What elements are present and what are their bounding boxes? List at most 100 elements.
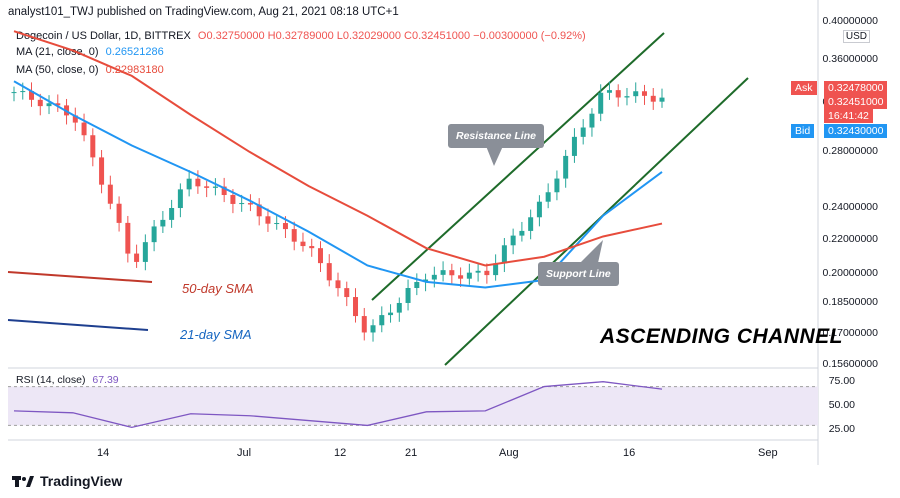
candle-body bbox=[247, 203, 253, 205]
candle-body bbox=[650, 95, 656, 102]
candle-body bbox=[405, 288, 411, 303]
candle-body bbox=[274, 223, 280, 225]
ma50-value: 0.22983180 bbox=[105, 64, 164, 76]
candle-body bbox=[151, 226, 157, 243]
candle-body bbox=[99, 157, 105, 185]
rsi-tick: 75.00 bbox=[828, 374, 855, 387]
candle-body bbox=[204, 186, 210, 188]
ma21-value: 0.26521286 bbox=[105, 46, 164, 58]
candle-body bbox=[449, 270, 455, 276]
ma50-legend[interactable]: MA (50, close, 0) 0.22983180 bbox=[16, 64, 164, 76]
candle-body bbox=[563, 155, 569, 179]
publish-header: analyst101_TWJ published on TradingView.… bbox=[8, 6, 399, 18]
candle-body bbox=[458, 275, 464, 279]
candle-body bbox=[536, 201, 542, 218]
candle-body bbox=[81, 122, 87, 136]
candle-body bbox=[353, 297, 359, 317]
candle-body bbox=[160, 219, 166, 227]
candle-body bbox=[379, 315, 385, 326]
rsi-legend[interactable]: RSI (14, close) 67.39 bbox=[16, 374, 119, 386]
candle-body bbox=[326, 263, 332, 281]
candle-body bbox=[598, 92, 604, 114]
candlesticks bbox=[11, 81, 665, 342]
x-tick: 16 bbox=[623, 447, 636, 459]
candle-body bbox=[125, 222, 131, 254]
candle-body bbox=[528, 217, 534, 231]
price-tick: 0.17000000 bbox=[822, 326, 878, 339]
price-tick: 0.20000000 bbox=[822, 267, 878, 280]
candle-body bbox=[615, 90, 621, 98]
candle-body bbox=[29, 91, 35, 100]
candle-body bbox=[46, 103, 52, 107]
sma50-annotation: 50-day SMA bbox=[182, 281, 254, 296]
candle-body bbox=[317, 248, 323, 264]
candle-body bbox=[361, 316, 367, 333]
candle-body bbox=[107, 184, 113, 204]
candle-body bbox=[554, 178, 560, 193]
candle-body bbox=[55, 103, 61, 106]
candle-body bbox=[501, 245, 507, 264]
price-tick: 0.28000000 bbox=[822, 144, 878, 157]
ohlc-values: O0.32750000 H0.32789000 L0.32029000 C0.3… bbox=[197, 30, 586, 42]
candle-body bbox=[195, 178, 201, 187]
candle-body bbox=[256, 204, 262, 217]
candle-body bbox=[230, 195, 236, 204]
currency-unit[interactable]: USD bbox=[842, 30, 870, 43]
candle-body bbox=[624, 96, 630, 98]
x-tick: 14 bbox=[97, 447, 110, 459]
ma21-legend[interactable]: MA (21, close, 0) 0.26521286 bbox=[16, 46, 164, 58]
price-tick: 0.40000000 bbox=[822, 15, 878, 27]
symbol-legend: Dogecoin / US Dollar, 1D, BITTREX O0.327… bbox=[16, 30, 586, 42]
candle-body bbox=[335, 280, 341, 289]
rsi-line bbox=[13, 381, 663, 429]
price-tick: 0.22000000 bbox=[822, 232, 878, 245]
resistance-callout: Resistance Line bbox=[448, 124, 544, 148]
bid-value: 0.32430000 bbox=[824, 124, 888, 138]
x-tick: Sep bbox=[758, 447, 778, 459]
ma21-line bbox=[13, 80, 663, 289]
candle-body bbox=[484, 270, 490, 276]
candle-body bbox=[11, 92, 17, 94]
candle-body bbox=[282, 223, 288, 230]
price-tick: 0.18500000 bbox=[822, 295, 878, 308]
candle-body bbox=[431, 274, 437, 280]
candle-body bbox=[20, 91, 26, 93]
price-tick: 0.15600000 bbox=[822, 358, 878, 370]
candle-body bbox=[116, 203, 122, 223]
candle-body bbox=[134, 253, 140, 262]
price-tick: 0.36000000 bbox=[822, 53, 878, 66]
rsi-pane bbox=[8, 381, 818, 429]
x-tick: 12 bbox=[334, 447, 347, 459]
candle-body bbox=[300, 241, 306, 247]
rsi-tick: 25.00 bbox=[828, 423, 855, 436]
candle-body bbox=[580, 127, 586, 137]
symbol-name: Dogecoin / US Dollar, 1D, BITTREX bbox=[16, 30, 191, 42]
ma21-label: MA (21, close, 0) bbox=[16, 46, 99, 58]
price-tick: 0.24000000 bbox=[822, 201, 878, 214]
candle-body bbox=[388, 312, 394, 316]
candle-body bbox=[309, 246, 315, 249]
rsi-band bbox=[8, 386, 818, 426]
support-callout: Support Line bbox=[538, 262, 619, 286]
candle-body bbox=[90, 135, 96, 158]
candle-body bbox=[589, 113, 595, 128]
candle-body bbox=[370, 325, 376, 333]
candle-body bbox=[344, 288, 350, 298]
candle-body bbox=[510, 235, 516, 246]
rsi-tick: 50.00 bbox=[828, 399, 855, 411]
tradingview-footer[interactable]: TradingView bbox=[12, 473, 122, 489]
candle-body bbox=[475, 270, 481, 273]
candle-body bbox=[72, 115, 78, 123]
candle-body bbox=[606, 90, 612, 93]
candle-body bbox=[440, 270, 446, 275]
candle-body bbox=[212, 186, 218, 188]
candle-body bbox=[633, 91, 639, 97]
resistance-line bbox=[371, 32, 665, 301]
sma21-marker-line bbox=[7, 319, 149, 331]
candle-body bbox=[641, 91, 647, 96]
candle-body bbox=[493, 263, 499, 276]
ascending-channel bbox=[371, 32, 749, 366]
candle-body bbox=[186, 178, 192, 190]
